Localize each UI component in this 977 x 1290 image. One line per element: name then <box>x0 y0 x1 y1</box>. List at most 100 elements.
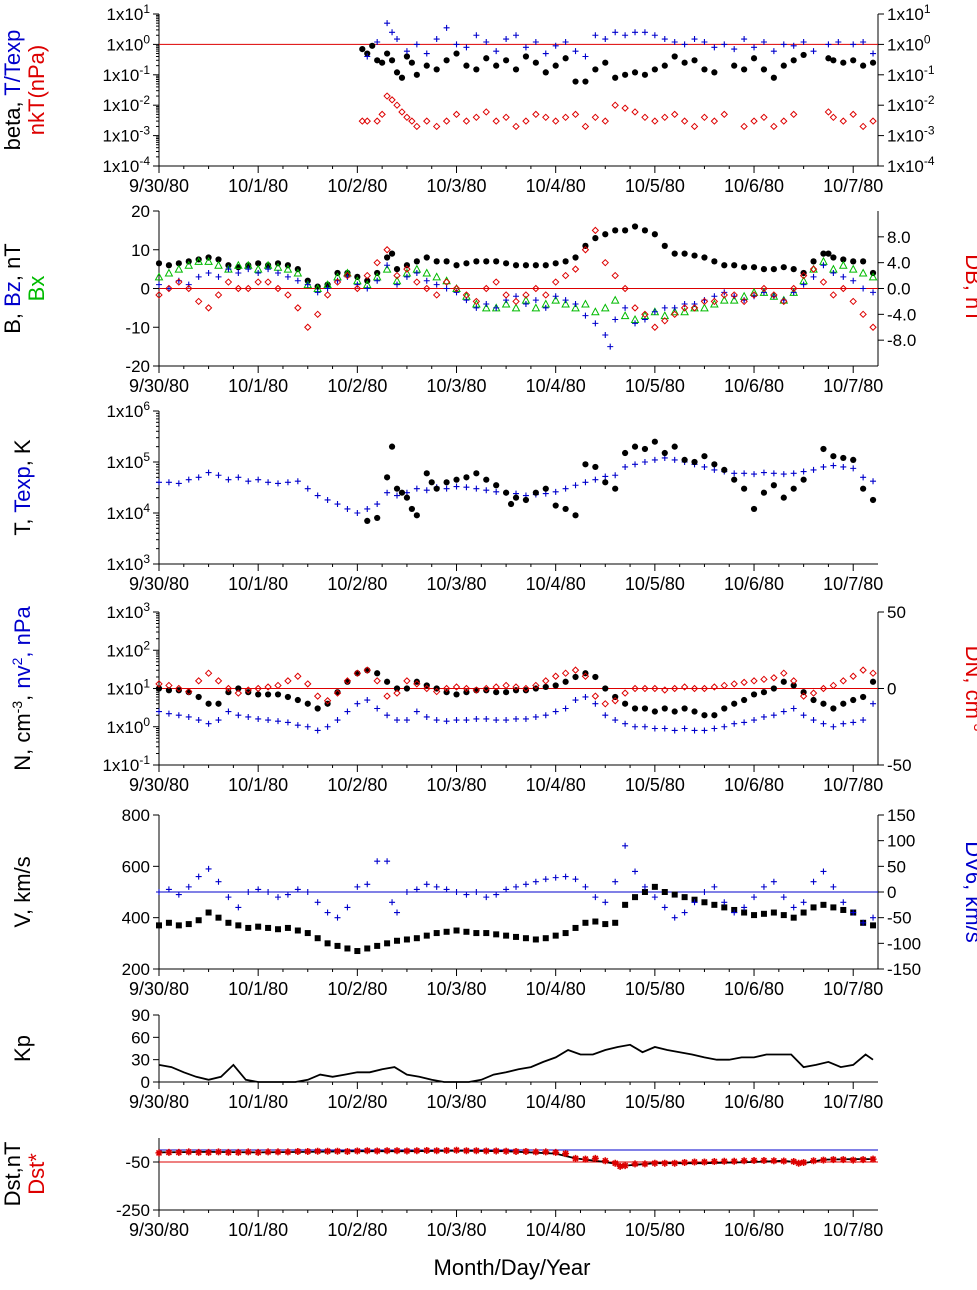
data-point <box>443 24 450 31</box>
data-point <box>824 108 833 116</box>
data-point <box>681 456 688 463</box>
x-tick-label: 10/5/80 <box>625 1220 685 1240</box>
data-point <box>403 262 411 269</box>
data-point <box>453 927 460 934</box>
data-point <box>483 258 490 265</box>
data-point <box>582 919 589 926</box>
data-point <box>493 931 500 938</box>
data-point <box>681 705 688 712</box>
panel-t: 9/30/80 10/1/80 10/2/80 10/3/80 10/4/80 10/5/… <box>10 399 883 594</box>
data-point <box>293 268 303 277</box>
data-point <box>234 1148 242 1156</box>
x-tick-label: 10/2/80 <box>327 574 387 594</box>
data-point <box>621 284 629 293</box>
data-point <box>572 482 579 489</box>
data-point <box>582 883 589 890</box>
data-point <box>453 289 460 296</box>
data-point <box>691 1158 699 1166</box>
data-point <box>850 719 857 726</box>
data-point <box>354 948 361 955</box>
data-point <box>780 471 787 478</box>
data-point <box>710 117 719 125</box>
data-point <box>661 904 668 911</box>
data-point <box>398 489 406 496</box>
data-point <box>413 270 420 276</box>
data-point <box>721 705 728 712</box>
data-point <box>680 307 689 316</box>
data-point <box>632 723 639 730</box>
data-point <box>848 264 858 273</box>
data-point <box>572 48 579 55</box>
data-point <box>869 323 877 331</box>
data-point <box>612 316 619 323</box>
data-point <box>175 687 182 694</box>
data-point <box>503 886 510 893</box>
data-point <box>522 53 530 60</box>
data-point <box>810 696 817 704</box>
data-point <box>265 717 272 724</box>
data-point <box>453 717 460 724</box>
data-point <box>859 310 867 319</box>
data-point <box>572 673 579 681</box>
x-tick-label: 10/5/80 <box>625 176 685 196</box>
data-point <box>493 689 500 696</box>
x-tick-label: 10/3/80 <box>426 574 486 594</box>
data-point <box>359 46 366 53</box>
data-point <box>225 266 232 273</box>
y-axis-title: T, Texp, K <box>10 439 35 536</box>
data-point <box>194 297 203 306</box>
data-point <box>433 66 440 73</box>
data-point <box>710 299 719 308</box>
data-point <box>671 304 678 311</box>
data-point <box>373 677 381 685</box>
x-tick-label: 10/5/80 <box>625 979 685 999</box>
data-point <box>423 284 431 293</box>
data-point <box>721 899 728 906</box>
data-point <box>314 705 321 712</box>
x-tick-label: 10/2/80 <box>327 376 387 396</box>
data-point <box>423 487 430 494</box>
data-point <box>482 684 490 693</box>
data-point <box>364 53 371 60</box>
data-point <box>552 62 559 69</box>
y2-tick-label: 1x100 <box>887 32 931 54</box>
x-tick-label: 10/4/80 <box>526 979 586 999</box>
data-point <box>155 680 163 688</box>
data-point <box>275 926 282 933</box>
data-point <box>870 50 877 57</box>
y2-axis-title: DB, nT <box>961 254 977 322</box>
data-point <box>800 38 807 45</box>
data-point <box>513 883 520 890</box>
data-point <box>840 906 847 913</box>
data-point <box>304 930 311 937</box>
data-point <box>641 29 648 36</box>
data-point <box>204 304 213 312</box>
data-point <box>215 914 222 921</box>
data-point <box>532 713 539 720</box>
data-point <box>215 273 222 280</box>
data-point <box>255 886 262 893</box>
y2-tick-label: 50 <box>887 857 906 876</box>
data-point <box>264 691 272 698</box>
data-point <box>829 681 838 690</box>
data-point <box>621 689 629 697</box>
data-point <box>294 672 302 680</box>
data-point <box>195 1148 203 1156</box>
data-point <box>443 285 450 292</box>
data-point <box>651 66 658 73</box>
data-point <box>859 1156 867 1164</box>
data-point <box>582 53 589 60</box>
data-point <box>502 1147 510 1155</box>
data-point <box>165 262 173 269</box>
y2-tick-label: 8.0 <box>887 228 911 247</box>
data-point <box>632 29 639 36</box>
data-point <box>820 901 827 908</box>
data-point <box>750 505 758 513</box>
data-point <box>483 487 490 494</box>
data-point <box>632 320 639 327</box>
data-point <box>423 713 430 720</box>
data-point <box>433 1147 441 1155</box>
data-point <box>442 684 451 693</box>
panel-dst: 9/30/80 10/1/80 10/2/80 10/3/80 10/4/80 10/5/… <box>0 1138 883 1240</box>
data-point <box>850 465 857 472</box>
